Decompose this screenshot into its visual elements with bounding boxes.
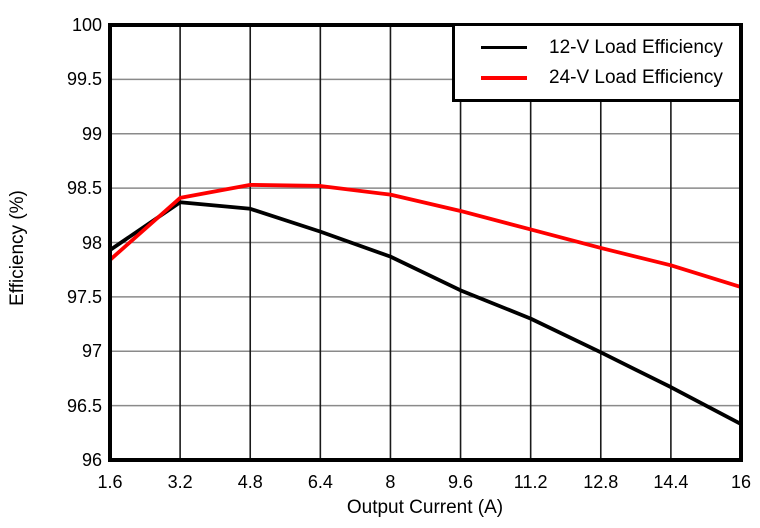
x-tick-label: 4.8 bbox=[237, 472, 263, 492]
y-tick-label: 96 bbox=[81, 450, 102, 470]
x-axis-title: Output Current (A) bbox=[346, 497, 504, 518]
x-tick-label: 12.8 bbox=[583, 472, 619, 492]
y-tick-label: 97.5 bbox=[66, 286, 102, 307]
legend-item-label: 12-V Load Efficiency bbox=[549, 36, 723, 58]
legend: 12-V Load Efficiency 24-V Load Efficiency bbox=[452, 23, 742, 102]
y-tick-label: 98 bbox=[81, 232, 102, 253]
x-tick-label: 9.6 bbox=[448, 472, 474, 492]
x-tick-label: 1.6 bbox=[97, 472, 123, 492]
y-tick-label: 99 bbox=[81, 123, 102, 144]
y-tick-label: 97 bbox=[81, 341, 102, 362]
x-tick-label: 11.2 bbox=[513, 472, 548, 492]
legend-line-swatch bbox=[481, 46, 527, 49]
y-tick-label: 98.5 bbox=[66, 178, 102, 199]
x-tick-label: 3.2 bbox=[167, 472, 193, 492]
legend-item-label: 24-V Load Efficiency bbox=[549, 66, 723, 88]
x-tick-label: 6.4 bbox=[307, 472, 333, 492]
y-tick-label: 100 bbox=[71, 15, 102, 35]
y-tick-label: 99.5 bbox=[66, 69, 102, 90]
x-tick-label: 8 bbox=[385, 472, 396, 492]
plot-frame bbox=[108, 23, 743, 462]
series-line-1 bbox=[108, 182, 742, 289]
series-line-0 bbox=[108, 200, 742, 426]
legend-line-swatch bbox=[481, 75, 527, 80]
x-tick-label: 14.4 bbox=[653, 472, 689, 492]
legend-item: 12-V Load Efficiency bbox=[481, 36, 739, 60]
legend-item: 24-V Load Efficiency bbox=[481, 66, 739, 90]
x-tick-label: 16 bbox=[730, 472, 752, 492]
y-tick-label: 96.5 bbox=[66, 395, 102, 416]
y-axis-title: Efficiency (%) bbox=[7, 190, 28, 306]
